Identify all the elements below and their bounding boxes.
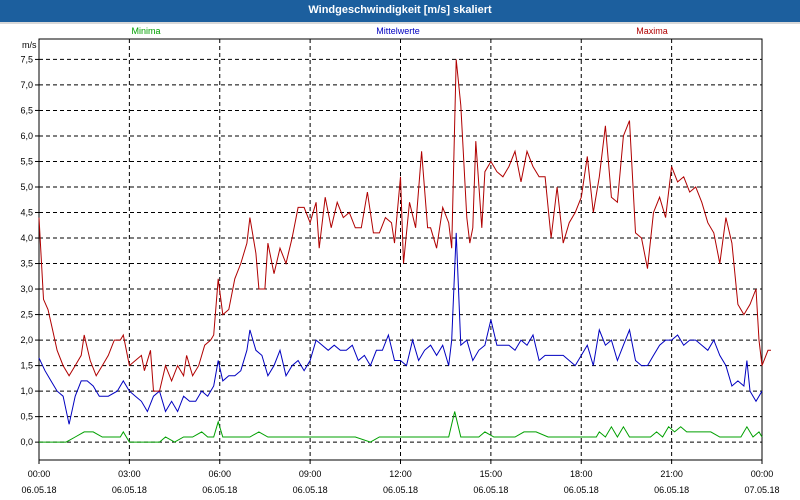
x-tick-date: 06.05.18 [473, 485, 508, 495]
y-axis-ticks: 0,0 0,5 1,0 1,5 2,0 2,5 3,0 3,5 4,0 4,5 5,0 5,5 6,0 6… [20, 54, 39, 447]
x-tick-time: 18:00 [570, 469, 593, 479]
y-tick-label: 0,5 [20, 412, 33, 422]
x-tick-date: 07.05.18 [744, 485, 779, 495]
series-lines [38, 59, 771, 443]
x-tick-time: 15:00 [480, 469, 503, 479]
legend-mittelwerte: Mittelwerte [376, 26, 420, 36]
y-tick-label: 5,0 [20, 182, 33, 192]
x-tick-date: 06.05.18 [112, 485, 147, 495]
x-tick-time: 21:00 [660, 469, 683, 479]
x-tick-time: 06:00 [208, 469, 231, 479]
series-line-mittelwerte [38, 232, 763, 425]
y-tick-label: 1,5 [20, 361, 33, 371]
x-tick-time: 03:00 [118, 469, 141, 479]
y-tick-label: 0,0 [20, 437, 33, 447]
legend-maxima: Maxima [636, 26, 668, 36]
y-tick-label: 5,5 [20, 156, 33, 166]
x-tick-time: 00:00 [751, 469, 774, 479]
y-tick-label: 6,5 [20, 105, 33, 115]
y-tick-label: 7,5 [20, 54, 33, 64]
y-tick-label: 4,0 [20, 233, 33, 243]
series-line-maxima [38, 59, 771, 392]
y-tick-label: 2,5 [20, 310, 33, 320]
y-tick-label: 1,0 [20, 386, 33, 396]
y-tick-label: 7,0 [20, 80, 33, 90]
y-tick-label: 2,0 [20, 335, 33, 345]
y-tick-label: 3,0 [20, 284, 33, 294]
x-tick-time: 00:00 [28, 469, 51, 479]
y-tick-label: 4,5 [20, 208, 33, 218]
chart-title: Windgeschwindigkeit [m/s] skaliert [308, 4, 492, 16]
series-line-minima [39, 411, 763, 443]
x-tick-date: 06.05.18 [383, 485, 418, 495]
x-tick-date: 06.05.18 [564, 485, 599, 495]
x-tick-date: 06.05.18 [202, 485, 237, 495]
y-tick-label: 6,0 [20, 131, 33, 141]
legend-minima: Minima [131, 26, 160, 36]
x-tick-date: 06.05.18 [654, 485, 689, 495]
y-axis-unit: m/s [22, 40, 37, 50]
x-tick-time: 09:00 [299, 469, 322, 479]
x-axis-ticks: 00:00 06.05.18 03:00 06.05.18 06:00 06.05.18 0… [21, 460, 780, 495]
grid-lines [39, 39, 762, 460]
y-tick-label: 3,5 [20, 259, 33, 269]
x-tick-date: 06.05.18 [293, 485, 328, 495]
x-tick-date: 06.05.18 [21, 485, 56, 495]
x-tick-time: 12:00 [389, 469, 412, 479]
chart-title-bar: Windgeschwindigkeit [m/s] skaliert [0, 0, 800, 24]
